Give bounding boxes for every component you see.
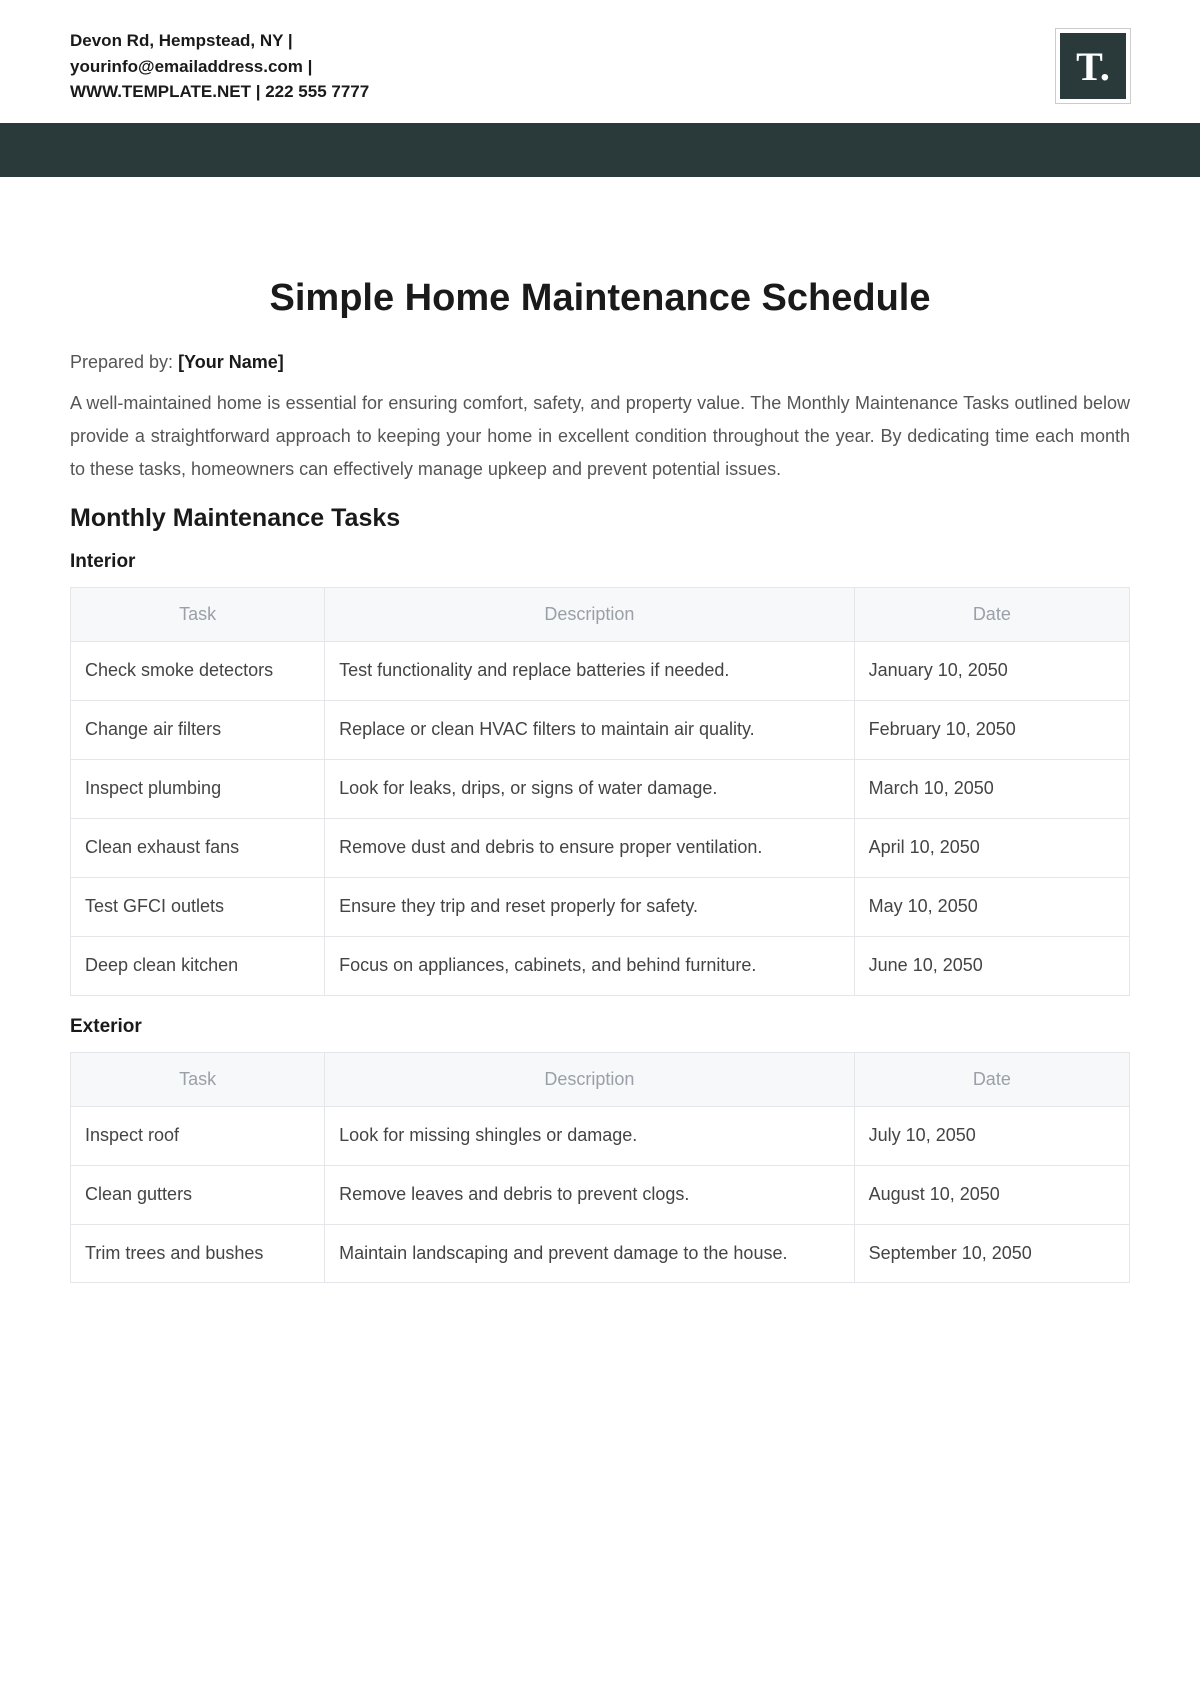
cell-description: Focus on appliances, cabinets, and behin… (325, 936, 855, 995)
table-header-row: Task Description Date (71, 1052, 1130, 1106)
cell-description: Remove leaves and debris to prevent clog… (325, 1165, 855, 1224)
col-header-task: Task (71, 588, 325, 642)
cell-task: Trim trees and bushes (71, 1224, 325, 1283)
cell-date: January 10, 2050 (854, 642, 1129, 701)
logo: T. (1056, 29, 1130, 103)
col-header-task: Task (71, 1052, 325, 1106)
cell-date: February 10, 2050 (854, 701, 1129, 760)
cell-date: July 10, 2050 (854, 1106, 1129, 1165)
prepared-by-label: Prepared by: (70, 352, 178, 372)
exterior-title: Exterior (70, 1016, 1130, 1038)
table-row: Clean exhaust fansRemove dust and debris… (71, 819, 1130, 878)
header: Devon Rd, Hempstead, NY | yourinfo@email… (0, 0, 1200, 123)
cell-description: Maintain landscaping and prevent damage … (325, 1224, 855, 1283)
cell-task: Deep clean kitchen (71, 936, 325, 995)
cell-description: Test functionality and replace batteries… (325, 642, 855, 701)
table-row: Inspect plumbingLook for leaks, drips, o… (71, 760, 1130, 819)
col-header-description: Description (325, 588, 855, 642)
interior-table: Task Description Date Check smoke detect… (70, 587, 1130, 995)
table-row: Trim trees and bushesMaintain landscapin… (71, 1224, 1130, 1283)
cell-date: August 10, 2050 (854, 1165, 1129, 1224)
table-row: Check smoke detectorsTest functionality … (71, 642, 1130, 701)
cell-description: Replace or clean HVAC filters to maintai… (325, 701, 855, 760)
table-row: Change air filtersReplace or clean HVAC … (71, 701, 1130, 760)
cell-date: May 10, 2050 (854, 877, 1129, 936)
cell-date: June 10, 2050 (854, 936, 1129, 995)
contact-info: Devon Rd, Hempstead, NY | yourinfo@email… (70, 28, 369, 105)
col-header-date: Date (854, 1052, 1129, 1106)
section-heading: Monthly Maintenance Tasks (70, 504, 1130, 533)
table-row: Deep clean kitchenFocus on appliances, c… (71, 936, 1130, 995)
cell-task: Clean exhaust fans (71, 819, 325, 878)
cell-description: Look for leaks, drips, or signs of water… (325, 760, 855, 819)
logo-text: T. (1076, 43, 1110, 90)
dark-bar (0, 123, 1200, 177)
cell-date: March 10, 2050 (854, 760, 1129, 819)
cell-task: Inspect plumbing (71, 760, 325, 819)
contact-line-1: Devon Rd, Hempstead, NY | (70, 28, 369, 54)
table-header-row: Task Description Date (71, 588, 1130, 642)
cell-date: April 10, 2050 (854, 819, 1129, 878)
page-title: Simple Home Maintenance Schedule (70, 277, 1130, 320)
prepared-by: Prepared by: [Your Name] (70, 352, 1130, 373)
col-header-date: Date (854, 588, 1129, 642)
table-row: Test GFCI outletsEnsure they trip and re… (71, 877, 1130, 936)
contact-line-3: WWW.TEMPLATE.NET | 222 555 7777 (70, 79, 369, 105)
cell-description: Ensure they trip and reset properly for … (325, 877, 855, 936)
cell-task: Clean gutters (71, 1165, 325, 1224)
cell-task: Check smoke detectors (71, 642, 325, 701)
cell-task: Change air filters (71, 701, 325, 760)
table-row: Clean guttersRemove leaves and debris to… (71, 1165, 1130, 1224)
intro-paragraph: A well-maintained home is essential for … (70, 387, 1130, 487)
interior-title: Interior (70, 551, 1130, 573)
cell-description: Remove dust and debris to ensure proper … (325, 819, 855, 878)
contact-line-2: yourinfo@emailaddress.com | (70, 54, 369, 80)
col-header-description: Description (325, 1052, 855, 1106)
cell-task: Test GFCI outlets (71, 877, 325, 936)
cell-date: September 10, 2050 (854, 1224, 1129, 1283)
table-row: Inspect roofLook for missing shingles or… (71, 1106, 1130, 1165)
cell-task: Inspect roof (71, 1106, 325, 1165)
exterior-table: Task Description Date Inspect roofLook f… (70, 1052, 1130, 1284)
content: Simple Home Maintenance Schedule Prepare… (0, 177, 1200, 1284)
cell-description: Look for missing shingles or damage. (325, 1106, 855, 1165)
prepared-by-value: [Your Name] (178, 352, 284, 372)
